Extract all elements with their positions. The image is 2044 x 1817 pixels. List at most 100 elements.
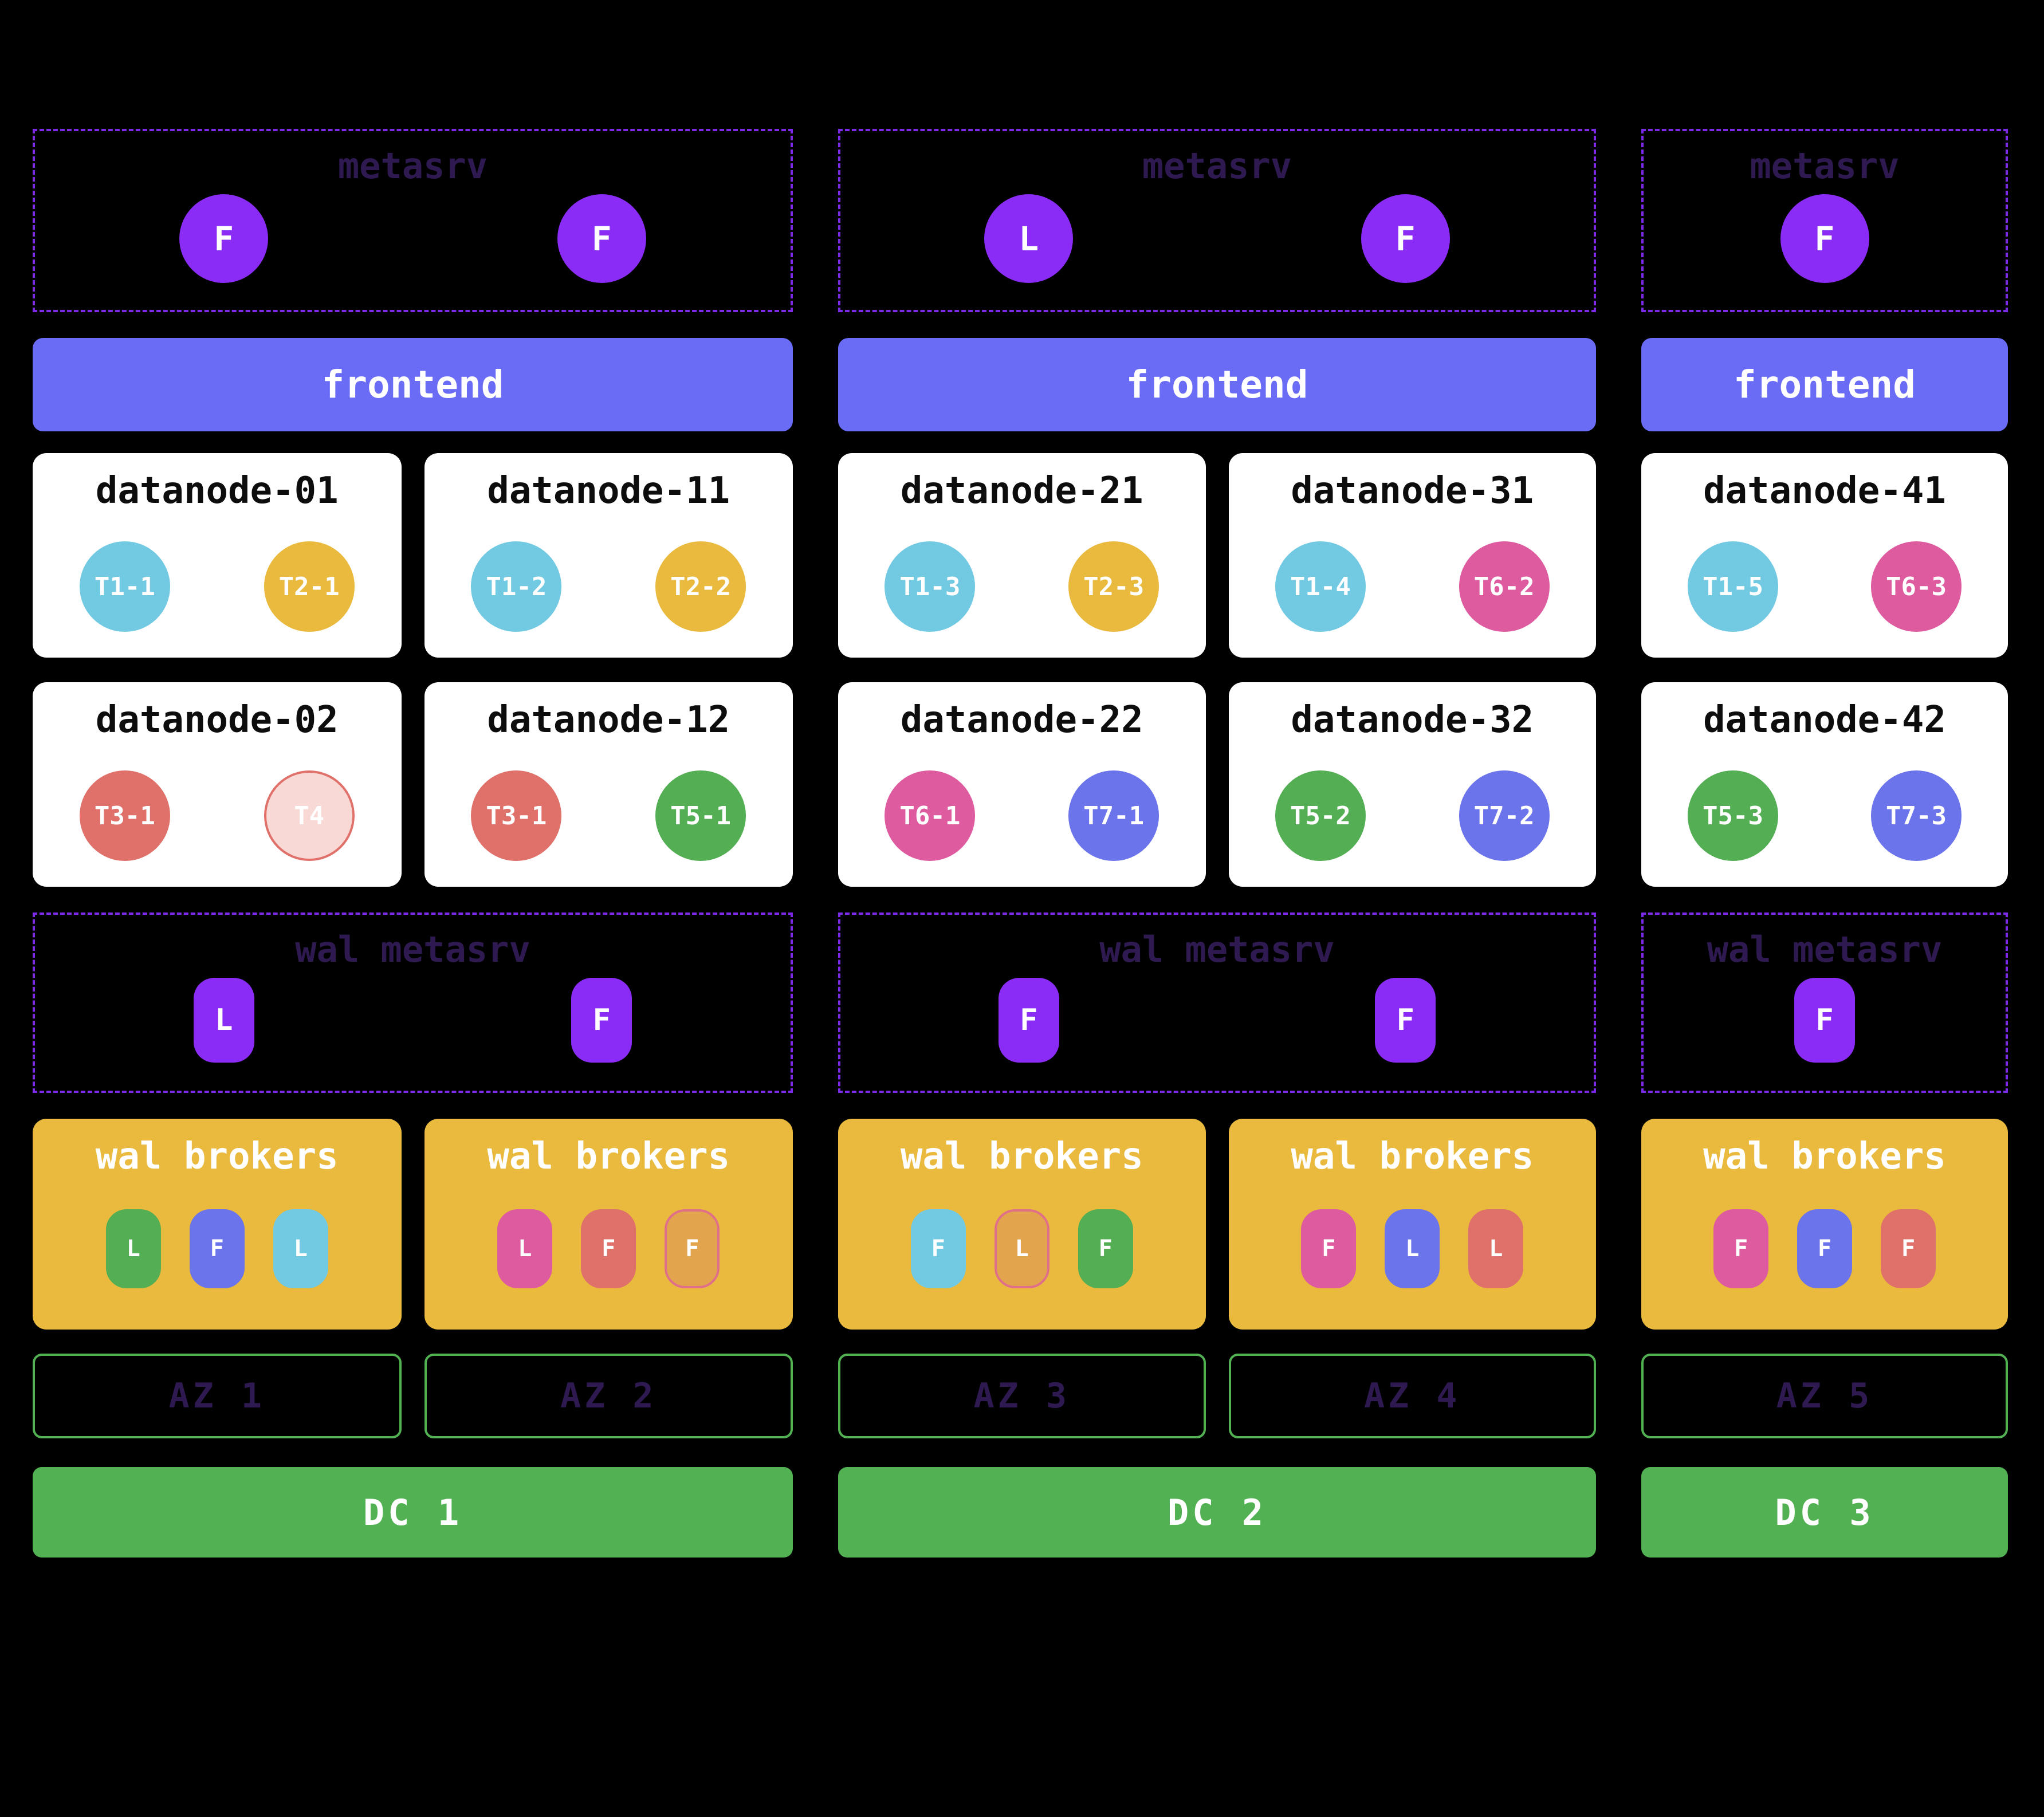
wal-brokers-box: wal brokers F L L [1228,1119,1596,1330]
broker-node: L [105,1209,161,1288]
region-row: T1-2 T2-2 [424,541,793,632]
az-box: AZ 2 [424,1354,793,1438]
wal-brokers-label: wal brokers [900,1135,1143,1178]
region-circle: T2-3 [1068,541,1159,632]
datanode-title: datanode-01 [95,470,339,512]
wal-brokers-row: wal brokers F L F wal brokers F L L [838,1119,1596,1330]
region-row: T6-1 T7-1 [838,770,1206,861]
metasrv-node: F [1780,194,1869,283]
wal-metasrv-box: wal metasrv F [1641,913,2008,1093]
region-row: T3-1 T5-1 [424,770,793,861]
region-circle: T2-1 [264,541,355,632]
datanode-card: datanode-01 T1-1 T2-1 [33,453,402,658]
frontend-bar: frontend [838,338,1596,431]
wal-metasrv-nodes: L F [35,978,791,1063]
broker-pills: F F F [1713,1209,1936,1288]
broker-node: F [1713,1209,1768,1288]
datanode-card: datanode-11 T1-2 T2-2 [424,453,793,658]
wal-brokers-box: wal brokers L F F [424,1119,793,1330]
az-row: AZ 5 [1641,1354,2008,1438]
broker-node: F [910,1209,966,1288]
az-box: AZ 3 [838,1354,1206,1438]
datanode-row: datanode-02 T3-1 T4 datanode-12 T3-1 T5-… [33,682,793,887]
wal-brokers-label: wal brokers [1703,1135,1946,1178]
metasrv-nodes: L F [840,194,1594,283]
region-circle: T5-1 [655,770,746,861]
datanode-row: datanode-21 T1-3 T2-3 datanode-31 T1-4 T… [838,453,1596,658]
datanode-title: datanode-11 [487,470,730,512]
wal-brokers-label: wal brokers [487,1135,730,1178]
region-circle: T7-1 [1068,770,1159,861]
broker-node: F [665,1209,720,1288]
datanode-title: datanode-42 [1703,699,1946,741]
dc1-column: metasrv F F frontend datanode-01 T1-1 T2… [33,129,793,1558]
metasrv-node: L [984,194,1074,283]
dc-bar: DC 3 [1641,1467,2008,1558]
metasrv-label: metasrv [1750,145,1900,187]
wal-metasrv-node: F [571,978,632,1063]
frontend-bar: frontend [33,338,793,431]
broker-node: L [273,1209,328,1288]
wal-metasrv-node: L [193,978,254,1063]
region-row: T5-3 T7-3 [1641,770,2008,861]
broker-node: L [994,1209,1049,1288]
region-circle: T3-1 [471,770,562,861]
broker-node: F [1078,1209,1133,1288]
wal-metasrv-nodes: F [1644,978,2006,1063]
metasrv-node: F [557,194,646,283]
metasrv-node: F [1361,194,1450,283]
az-box: AZ 5 [1641,1354,2008,1438]
wal-metasrv-label: wal metasrv [1707,929,1943,970]
region-circle: T1-3 [885,541,976,632]
datanode-title: datanode-02 [95,699,339,741]
wal-metasrv-node: F [998,978,1059,1063]
broker-node: F [1881,1209,1936,1288]
region-circle: T6-2 [1459,541,1550,632]
broker-node: L [1468,1209,1524,1288]
region-circle: T1-1 [79,541,170,632]
datanode-title: datanode-22 [900,699,1143,741]
region-circle: T2-2 [655,541,746,632]
wal-metasrv-nodes: F F [840,978,1594,1063]
datanode-row: datanode-22 T6-1 T7-1 datanode-32 T5-2 T… [838,682,1596,887]
datanode-title: datanode-12 [487,699,730,741]
region-circle: T3-1 [79,770,170,861]
datanode-title: datanode-21 [900,470,1143,512]
broker-pills: F L L [1301,1209,1524,1288]
wal-brokers-label: wal brokers [1291,1135,1534,1178]
region-circle: T6-3 [1871,541,1962,632]
region-circle: T1-2 [471,541,562,632]
datanode-title: datanode-41 [1703,470,1946,512]
metasrv-box: metasrv L F [838,129,1596,312]
region-circle: T5-2 [1275,770,1366,861]
datanode-card: datanode-22 T6-1 T7-1 [838,682,1206,887]
wal-metasrv-node: F [1794,978,1855,1063]
datanode-card: datanode-31 T1-4 T6-2 [1228,453,1596,658]
wal-metasrv-label: wal metasrv [295,929,530,970]
region-row: T1-3 T2-3 [838,541,1206,632]
broker-pills: L F L [105,1209,328,1288]
region-circle: T5-3 [1688,770,1778,861]
metasrv-nodes: F [1644,194,2006,283]
metasrv-label: metasrv [1142,145,1292,187]
az-box: AZ 4 [1228,1354,1596,1438]
wal-brokers-row: wal brokers L F L wal brokers L F F [33,1119,793,1330]
datanode-card: datanode-02 T3-1 T4 [33,682,402,887]
region-row: T5-2 T7-2 [1229,770,1597,861]
datanode-card: datanode-42 T5-3 T7-3 [1641,682,2008,887]
broker-node: L [1385,1209,1440,1288]
datanode-card: datanode-32 T5-2 T7-2 [1228,682,1597,887]
broker-node: F [581,1209,636,1288]
region-circle: T1-5 [1688,541,1778,632]
wal-brokers-box: wal brokers F L F [838,1119,1206,1330]
wal-brokers-box: wal brokers F F F [1641,1119,2008,1330]
region-circle: T6-1 [885,770,976,861]
datanode-row: datanode-01 T1-1 T2-1 datanode-11 T1-2 T… [33,453,793,658]
metasrv-box: metasrv F [1641,129,2008,312]
region-circle: T7-3 [1871,770,1962,861]
datanode-title: datanode-31 [1291,470,1534,512]
dc3-column: metasrv F frontend datanode-41 T1-5 T6-3… [1641,129,2008,1558]
wal-brokers-row: wal brokers F F F [1641,1119,2008,1330]
az-row: AZ 1 AZ 2 [33,1354,793,1438]
dc-bar: DC 2 [838,1467,1596,1558]
